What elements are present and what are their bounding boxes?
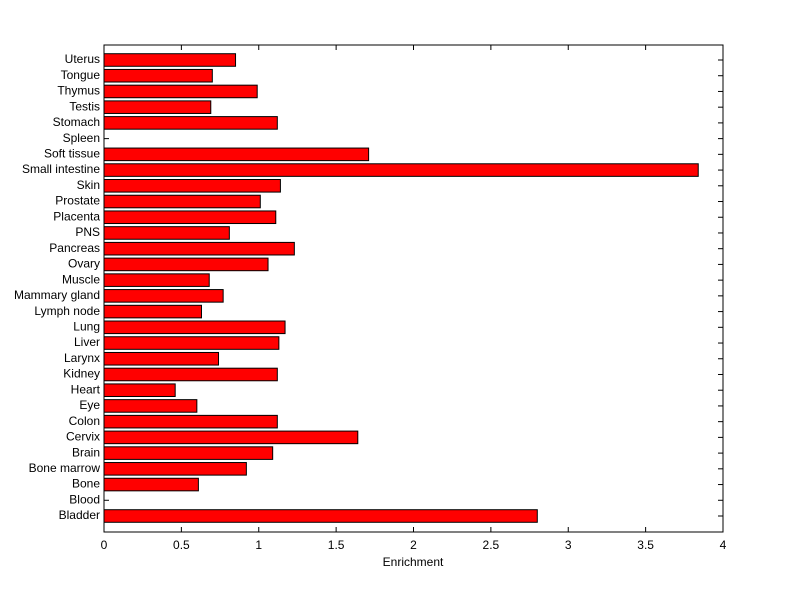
x-tick-label: 1.5 — [328, 538, 345, 552]
bar — [103, 367, 278, 382]
y-tick-label: Bone — [72, 477, 100, 491]
bar — [103, 477, 199, 492]
y-tick-label: Pancreas — [49, 241, 100, 255]
bar — [103, 147, 370, 162]
bar — [103, 430, 359, 445]
bar — [103, 116, 278, 130]
bar — [103, 351, 220, 366]
bar — [103, 414, 278, 429]
bar — [103, 68, 213, 83]
bar — [103, 336, 280, 350]
y-tick-label: Bone marrow — [29, 461, 101, 475]
bar — [103, 320, 286, 335]
y-tick-label: Colon — [69, 414, 100, 428]
y-tick-label: Lymph node — [34, 304, 100, 318]
y-tick-label: Brain — [72, 445, 100, 459]
bar — [103, 100, 212, 114]
x-tick-label: 3 — [565, 538, 572, 552]
bar — [103, 163, 699, 177]
y-tick-label: Small intestine — [22, 162, 100, 176]
bar — [103, 383, 176, 397]
y-tick-label: Kidney — [63, 367, 100, 381]
y-tick-label: Blood — [69, 492, 100, 506]
x-axis-label: Enrichment — [383, 555, 444, 569]
bar — [103, 509, 538, 523]
x-tick-label: 2.5 — [483, 538, 500, 552]
bar — [103, 53, 237, 67]
bar — [103, 289, 224, 303]
y-tick-label: Stomach — [53, 115, 100, 129]
bar — [103, 446, 274, 460]
x-tick-label: 0.5 — [173, 538, 190, 552]
y-tick-label: Bladder — [59, 508, 100, 522]
bar — [103, 399, 198, 413]
y-tick-label: Lung — [73, 319, 100, 333]
y-tick-label: Ovary — [68, 257, 100, 271]
y-tick-label: Liver — [74, 335, 100, 349]
y-tick-label: Skin — [77, 178, 100, 192]
y-tick-label: Muscle — [62, 272, 100, 286]
bar — [103, 210, 277, 225]
y-tick-label: Prostate — [55, 194, 100, 208]
y-tick-label: Eye — [79, 398, 100, 412]
y-tick-label: Spleen — [63, 131, 100, 145]
y-tick-label: Thymus — [57, 84, 100, 98]
bar — [103, 462, 247, 476]
bar — [103, 241, 295, 256]
y-tick-label: Heart — [71, 382, 101, 396]
y-tick-label: Cervix — [66, 430, 100, 444]
y-tick-label: Larynx — [64, 351, 100, 365]
bar — [103, 273, 210, 287]
x-tick-label: 3.5 — [637, 538, 654, 552]
y-tick-label: Testis — [69, 99, 100, 113]
y-tick-label: Uterus — [65, 52, 100, 66]
bar — [103, 194, 261, 209]
bar — [103, 226, 230, 240]
x-tick-label: 0 — [101, 538, 108, 552]
x-tick-label: 2 — [410, 538, 417, 552]
y-tick-label: Placenta — [53, 209, 100, 223]
y-tick-label: Soft tissue — [44, 147, 100, 161]
bar — [103, 304, 202, 319]
bar — [103, 257, 269, 272]
bar — [103, 179, 281, 193]
y-tick-label: Mammary gland — [14, 288, 100, 302]
x-tick-label: 1 — [255, 538, 262, 552]
y-tick-label: Tongue — [61, 68, 101, 82]
x-tick-label: 4 — [720, 538, 727, 552]
bar — [103, 84, 258, 99]
y-tick-label: PNS — [75, 225, 100, 239]
